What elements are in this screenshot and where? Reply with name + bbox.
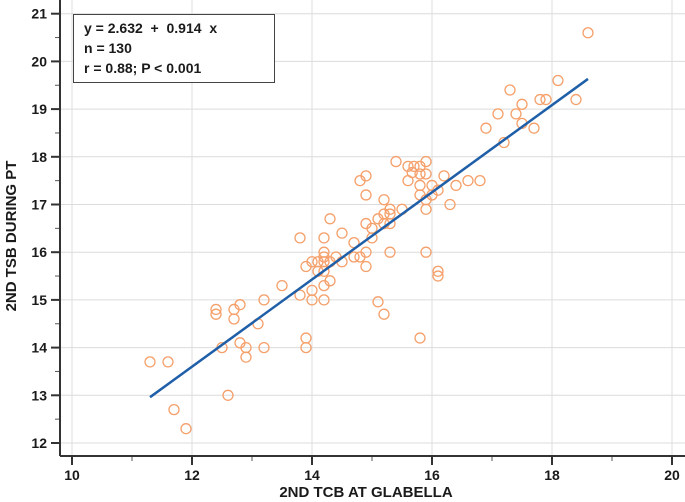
regression-stats-box: y = 2.632 + 0.914 x n = 130 r = 0.88; P … xyxy=(73,14,275,83)
data-point xyxy=(360,260,372,273)
axes: 10 12 14 16 18 20 12 13 14 15 16 17 18 19 20 21 xyxy=(31,0,685,483)
data-point xyxy=(180,423,192,435)
data-point xyxy=(240,351,252,363)
x-tick-label: 20 xyxy=(664,467,680,483)
y-tick-label: 18 xyxy=(31,149,47,165)
data-point xyxy=(306,256,318,268)
data-point xyxy=(294,289,306,301)
data-point xyxy=(528,122,540,134)
y-tick-label: 15 xyxy=(31,292,47,308)
data-point xyxy=(414,332,426,344)
data-point xyxy=(300,332,312,344)
y-tick-label: 16 xyxy=(31,244,47,260)
data-point xyxy=(414,168,426,180)
data-point xyxy=(366,232,378,244)
data-point xyxy=(420,203,432,215)
data-point xyxy=(384,208,396,220)
data-point xyxy=(432,270,444,282)
y-tick-label: 21 xyxy=(31,6,47,22)
data-point xyxy=(384,203,396,215)
data-point xyxy=(306,294,318,306)
data-point xyxy=(378,308,390,320)
data-point xyxy=(516,98,528,110)
data-point xyxy=(228,313,240,325)
data-point xyxy=(432,265,444,277)
y-tick-label: 14 xyxy=(31,340,47,356)
data-point xyxy=(336,227,348,239)
data-point xyxy=(318,232,330,244)
data-point xyxy=(552,74,564,87)
y-tick-label: 12 xyxy=(31,435,47,451)
equation-text: y = 2.632 + 0.914 x xyxy=(84,20,218,36)
data-point xyxy=(210,303,222,316)
data-point xyxy=(144,356,156,368)
data-point xyxy=(474,174,486,187)
data-point xyxy=(222,389,234,401)
data-point xyxy=(450,179,462,192)
data-point xyxy=(582,27,594,39)
data-point xyxy=(318,294,330,306)
data-point xyxy=(360,189,372,201)
x-tick-label: 18 xyxy=(544,467,560,483)
data-point xyxy=(360,246,372,258)
data-point xyxy=(510,108,522,120)
data-point xyxy=(534,93,546,106)
data-points xyxy=(144,27,594,435)
data-point xyxy=(420,168,432,180)
data-point xyxy=(444,198,456,211)
x-tick-label: 12 xyxy=(184,467,200,483)
y-tick-label: 19 xyxy=(31,101,47,117)
data-point xyxy=(276,279,288,292)
data-point xyxy=(234,299,246,311)
x-tick-label: 16 xyxy=(424,467,440,483)
data-point xyxy=(372,296,384,308)
data-point xyxy=(504,84,516,96)
data-point xyxy=(414,179,426,192)
data-point xyxy=(570,93,582,106)
grid-lines xyxy=(60,0,685,456)
y-tick-label: 17 xyxy=(31,197,47,213)
data-point xyxy=(390,155,402,168)
data-point xyxy=(420,246,432,258)
data-point xyxy=(420,155,432,168)
data-point xyxy=(210,308,222,320)
data-point xyxy=(540,93,552,106)
r-text: r = 0.88; P < 0.001 xyxy=(84,60,202,76)
data-point xyxy=(408,160,420,172)
regression-line xyxy=(149,77,589,399)
x-tick-label: 10 xyxy=(64,467,80,483)
data-point xyxy=(318,279,330,292)
data-point xyxy=(294,232,306,244)
x-tick-label: 14 xyxy=(304,467,320,483)
data-point xyxy=(438,170,450,182)
y-tick-label: 13 xyxy=(31,387,47,403)
data-point xyxy=(384,246,396,258)
data-point xyxy=(480,122,492,134)
y-tick-label: 20 xyxy=(31,53,47,69)
data-point xyxy=(162,356,174,368)
data-point xyxy=(402,174,414,187)
data-point xyxy=(348,251,360,263)
data-point xyxy=(300,341,312,354)
x-axis-label: 2ND TCB AT GLABELLA xyxy=(279,484,452,501)
data-point xyxy=(168,403,180,416)
data-point xyxy=(258,341,270,354)
data-point xyxy=(318,246,330,258)
data-point xyxy=(462,174,474,187)
data-point xyxy=(378,194,390,206)
data-point xyxy=(492,108,504,120)
n-text: n = 130 xyxy=(84,40,132,56)
data-point xyxy=(360,170,372,182)
data-point xyxy=(258,294,270,306)
y-axis-label: 2ND TSB DURING PT xyxy=(3,161,20,312)
data-point xyxy=(324,213,336,225)
